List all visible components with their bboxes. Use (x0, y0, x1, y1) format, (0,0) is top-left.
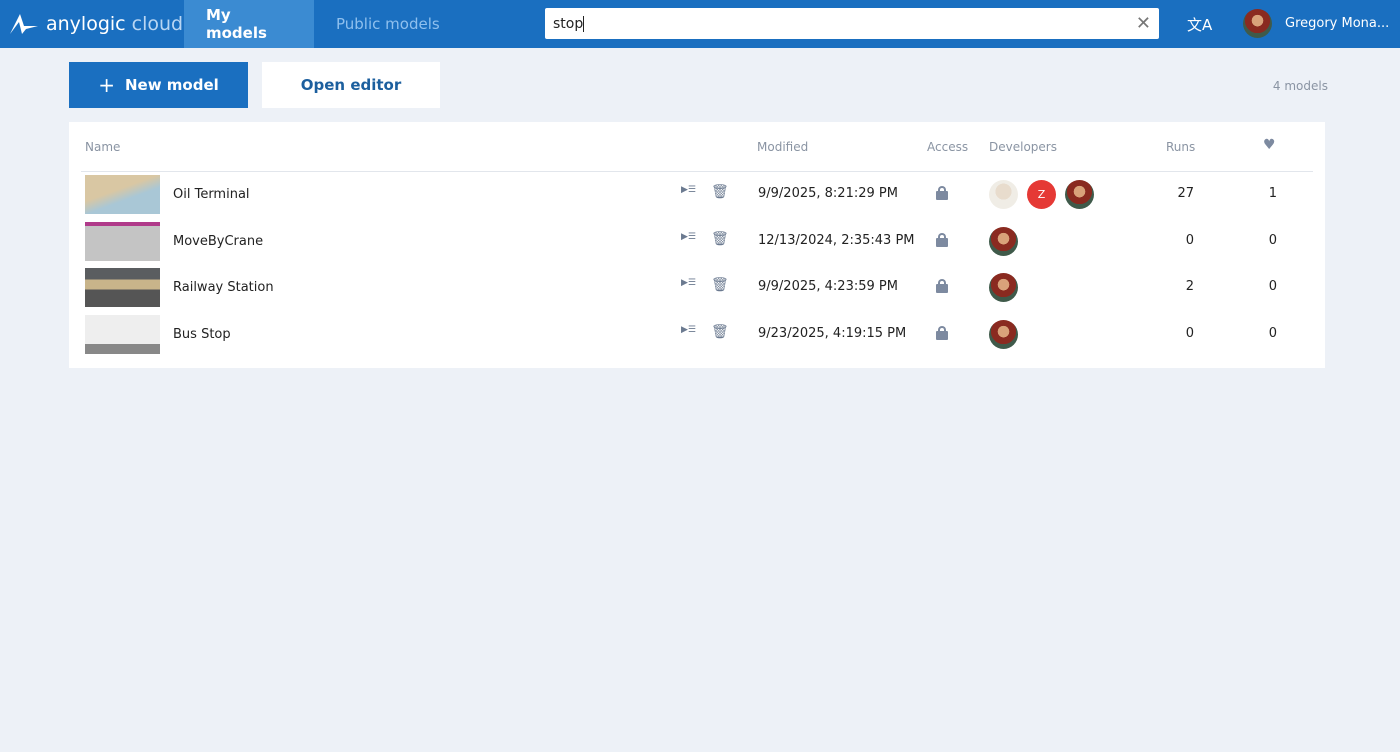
model-thumbnail[interactable] (85, 175, 160, 214)
clear-search-icon[interactable]: ✕ (1135, 13, 1151, 34)
trash-icon[interactable]: 🗑 (711, 184, 729, 200)
model-name[interactable]: Bus Stop (173, 326, 231, 342)
trash-icon[interactable]: 🗑 (711, 323, 729, 340)
model-name[interactable]: Oil Terminal (173, 187, 250, 202)
header-name[interactable]: Name (85, 140, 121, 154)
user-menu[interactable]: Gregory Mona... (1243, 9, 1389, 38)
developer-avatar[interactable] (989, 273, 1018, 302)
translate-icon[interactable]: 文A (1187, 16, 1213, 34)
trash-icon[interactable]: 🗑 (711, 277, 729, 293)
search-input[interactable]: stop ✕ (545, 8, 1159, 39)
developers-list (989, 319, 1018, 349)
modified-date: 9/9/2025, 8:21:29 PM (758, 186, 898, 201)
search-value: stop (553, 15, 584, 32)
model-thumbnail[interactable] (85, 221, 160, 261)
header-access[interactable]: Access (927, 140, 969, 154)
developer-avatar[interactable]: Z (1027, 180, 1056, 209)
modified-date: 9/23/2025, 4:19:15 PM (758, 325, 907, 341)
models-table: Name Modified Access Developers Runs ♥ O… (69, 122, 1325, 368)
model-thumbnail[interactable] (85, 268, 160, 307)
likes-count: 0 (1268, 232, 1277, 248)
run-icon[interactable]: ▶☰ (681, 278, 696, 288)
header-runs[interactable]: Runs (1166, 140, 1196, 154)
runs-count: 27 (1177, 186, 1194, 201)
modified-date: 12/13/2024, 2:35:43 PM (758, 232, 915, 248)
trash-icon[interactable]: 🗑 (711, 230, 729, 247)
model-count: 4 models (1272, 79, 1328, 93)
modified-date: 9/9/2025, 4:23:59 PM (758, 279, 898, 294)
developers-list (989, 226, 1018, 256)
run-icon[interactable]: ▶☰ (681, 324, 696, 335)
table-row[interactable]: MoveByCrane ▶☰ 🗑 12/13/2024, 2:35:43 PM … (69, 219, 1325, 265)
developer-avatar[interactable] (989, 180, 1018, 209)
runs-count: 0 (1185, 232, 1194, 248)
anylogic-logo-icon (10, 14, 38, 34)
model-thumbnail[interactable] (85, 314, 160, 354)
developer-avatar[interactable] (989, 226, 1018, 256)
header-modified[interactable]: Modified (757, 140, 809, 154)
lock-icon (936, 232, 948, 247)
logo[interactable]: anylogic cloud (0, 12, 184, 36)
heart-icon[interactable]: ♥ (1263, 137, 1276, 153)
runs-count: 2 (1185, 279, 1194, 294)
model-name[interactable]: Railway Station (173, 280, 274, 295)
tab-my-models[interactable]: My models (184, 0, 314, 48)
avatar (1243, 9, 1272, 38)
run-icon[interactable]: ▶☰ (681, 185, 696, 195)
logo-subtext: cloud (131, 13, 184, 35)
runs-count: 0 (1185, 325, 1194, 341)
developers-list: Z (989, 180, 1094, 209)
lock-icon (936, 279, 948, 293)
new-model-button[interactable]: + New model (69, 62, 248, 108)
developer-avatar[interactable] (989, 319, 1018, 349)
lock-icon (936, 186, 948, 200)
plus-icon: + (98, 73, 115, 97)
likes-count: 0 (1268, 279, 1277, 294)
developers-list (989, 273, 1018, 302)
header-divider (81, 171, 1313, 172)
new-model-label: New model (124, 76, 219, 94)
header-developers[interactable]: Developers (989, 140, 1057, 154)
table-row[interactable]: Oil Terminal ▶☰ 🗑 9/9/2025, 8:21:29 PM Z… (69, 172, 1325, 218)
developer-avatar[interactable] (1065, 180, 1094, 209)
lock-icon (936, 325, 948, 340)
logo-text: anylogic (46, 13, 126, 35)
user-name: Gregory Mona... (1285, 16, 1390, 31)
table-row[interactable]: Railway Station ▶☰ 🗑 9/9/2025, 4:23:59 P… (69, 265, 1325, 311)
top-bar: anylogic cloud My models Public models st… (0, 0, 1400, 48)
run-icon[interactable]: ▶☰ (681, 231, 696, 242)
open-editor-button[interactable]: Open editor (262, 62, 440, 108)
table-row[interactable]: Bus Stop ▶☰ 🗑 9/23/2025, 4:19:15 PM 0 0 (69, 312, 1325, 358)
likes-count: 0 (1268, 325, 1277, 341)
likes-count: 1 (1268, 186, 1277, 201)
tab-public-models[interactable]: Public models (336, 15, 440, 33)
model-name[interactable]: MoveByCrane (173, 233, 264, 249)
